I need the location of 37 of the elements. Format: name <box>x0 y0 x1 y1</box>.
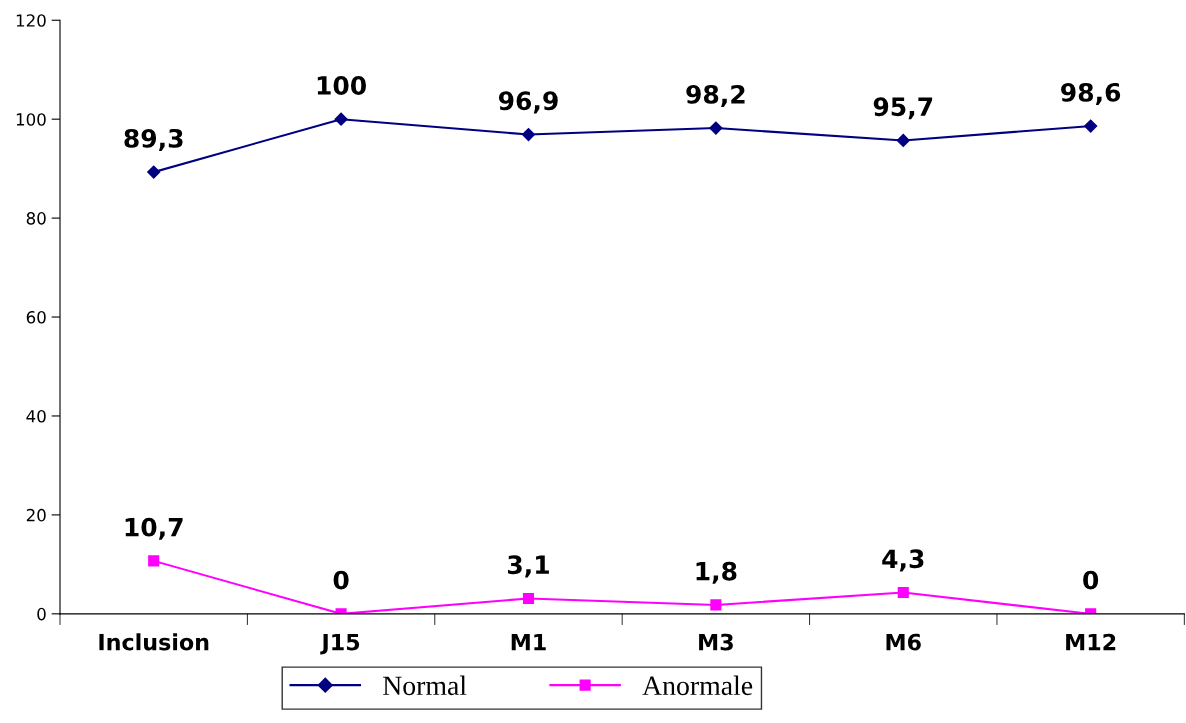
point <box>896 133 910 148</box>
x-tick-label: J15 <box>320 633 360 655</box>
y-tick-label: 120 <box>16 14 46 27</box>
x-tick-label: M12 <box>1066 633 1116 651</box>
y-tick-label: 20 <box>26 508 46 522</box>
point <box>148 555 160 567</box>
x-tick-label: M6 <box>886 633 921 651</box>
data-label: 1,8 <box>696 561 737 584</box>
data-label: 0 <box>333 570 349 590</box>
data-label: 95,7 <box>873 97 933 120</box>
data-label: 100 <box>317 75 366 95</box>
legend-label: Normal <box>383 675 467 696</box>
data-label: 3,1 <box>508 555 549 578</box>
point <box>710 599 722 611</box>
point <box>1084 119 1098 133</box>
point <box>147 165 161 179</box>
data-label: 96,9 <box>498 91 558 114</box>
x-tick-label: M3 <box>699 633 733 651</box>
data-label: 4,3 <box>882 549 924 572</box>
y-tick-label: 100 <box>16 113 46 126</box>
point <box>334 112 348 126</box>
data-label: 10,7 <box>125 517 183 540</box>
x-tick-label: M1 <box>511 633 546 651</box>
data-label: 0 <box>1083 570 1099 590</box>
data-label: 98,6 <box>1061 82 1121 106</box>
x-tick-label: Inclusion <box>99 633 209 651</box>
point <box>522 592 535 605</box>
y-tick-label: 80 <box>26 212 46 225</box>
y-tick-label: 60 <box>26 311 46 324</box>
data-label: 98,2 <box>686 84 745 107</box>
point <box>521 127 536 142</box>
y-tick-label: 0 <box>37 607 46 621</box>
y-tick-label: 40 <box>26 409 46 423</box>
legend-label: Anormale <box>642 675 753 696</box>
point <box>709 121 723 135</box>
data-label: 89,3 <box>124 128 183 152</box>
point <box>897 587 909 599</box>
